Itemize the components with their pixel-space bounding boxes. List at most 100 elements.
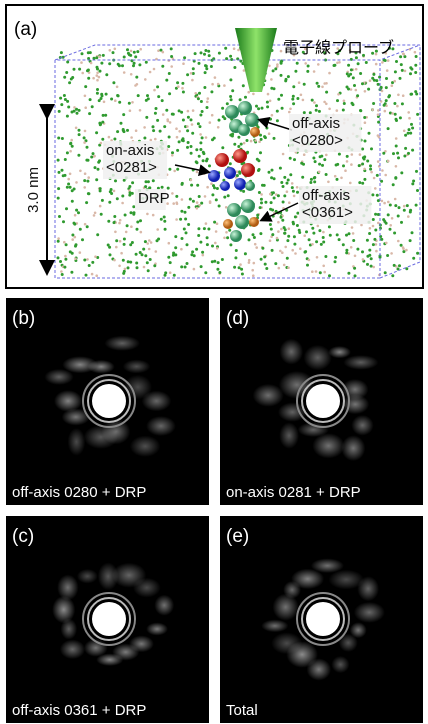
- atom: [148, 186, 151, 189]
- atom: [231, 89, 234, 92]
- atom: [336, 62, 339, 65]
- atom: [325, 91, 328, 94]
- atom: [113, 221, 116, 224]
- atom: [91, 273, 94, 276]
- speckle: [351, 415, 373, 436]
- annotation-text: <0281>: [106, 159, 157, 176]
- atom: [315, 109, 318, 112]
- atom: [132, 64, 135, 67]
- atom: [334, 260, 337, 263]
- atom: [211, 260, 214, 263]
- atom: [61, 169, 64, 172]
- atom: [238, 172, 241, 175]
- speckle: [146, 416, 176, 436]
- atom: [61, 137, 64, 140]
- atom: [411, 182, 414, 185]
- atom: [395, 60, 398, 63]
- atom: [328, 225, 331, 228]
- atom: [185, 231, 188, 234]
- atom: [87, 69, 90, 72]
- atom: [377, 213, 380, 216]
- atom: [113, 138, 116, 141]
- atom: [375, 63, 378, 66]
- atom: [69, 186, 72, 189]
- atom: [346, 160, 349, 163]
- atom: [370, 257, 373, 260]
- atom: [159, 130, 162, 133]
- atom: [200, 51, 203, 54]
- atom: [336, 233, 339, 236]
- atom: [74, 258, 77, 261]
- atom: [155, 107, 158, 110]
- atom: [309, 181, 312, 184]
- atom: [333, 64, 336, 67]
- atom: [103, 101, 106, 104]
- atom: [265, 127, 268, 130]
- atom: [327, 181, 330, 184]
- atom: [394, 113, 397, 116]
- atom: [96, 72, 99, 75]
- atom: [122, 259, 125, 262]
- atom: [156, 228, 159, 231]
- atom: [351, 153, 354, 156]
- atom: [225, 206, 228, 209]
- atom: [133, 51, 136, 54]
- atom: [377, 113, 380, 116]
- atom: [315, 270, 318, 273]
- atom: [191, 123, 194, 126]
- atom: [197, 227, 200, 230]
- atom: [69, 142, 72, 145]
- atom: [192, 67, 195, 70]
- atom: [78, 129, 81, 132]
- atom: [192, 109, 195, 112]
- atom: [217, 261, 220, 264]
- atom: [67, 106, 70, 109]
- atom: [411, 149, 414, 152]
- atom: [200, 202, 203, 205]
- atom: [65, 243, 68, 246]
- atom: [169, 261, 172, 264]
- atom: [181, 198, 184, 201]
- atom: [122, 113, 125, 116]
- atom: [127, 266, 130, 269]
- speckle: [328, 346, 351, 358]
- atom: [95, 274, 98, 277]
- atom: [396, 152, 399, 155]
- atom: [269, 223, 272, 226]
- atom: [70, 271, 73, 274]
- atom: [182, 119, 185, 122]
- atom: [286, 239, 289, 242]
- atom: [208, 54, 211, 57]
- atom: [65, 207, 68, 210]
- atom: [169, 121, 172, 124]
- atom: [292, 221, 295, 224]
- speckle: [280, 339, 304, 365]
- atom: [364, 121, 367, 124]
- atom: [59, 260, 62, 263]
- atom: [215, 198, 218, 201]
- atom: [296, 212, 299, 215]
- atom: [233, 143, 236, 146]
- atom: [83, 259, 86, 262]
- atom: [292, 95, 295, 98]
- atom: [415, 204, 418, 207]
- atom: [260, 198, 263, 201]
- atom: [316, 256, 319, 259]
- atom: [391, 84, 394, 87]
- atom: [107, 220, 110, 223]
- atom: [121, 64, 124, 67]
- atom: [64, 258, 67, 261]
- atom: [203, 53, 206, 56]
- atom: [211, 245, 214, 248]
- atom: [146, 94, 149, 97]
- speckle: [96, 653, 123, 666]
- atom: [370, 171, 373, 174]
- atom: [202, 152, 205, 155]
- atom: [199, 133, 202, 136]
- atom: [313, 180, 316, 183]
- speckle: [261, 620, 288, 633]
- atom: [121, 195, 124, 198]
- atom: [336, 178, 339, 181]
- atom: [323, 101, 326, 104]
- atom: [180, 265, 183, 268]
